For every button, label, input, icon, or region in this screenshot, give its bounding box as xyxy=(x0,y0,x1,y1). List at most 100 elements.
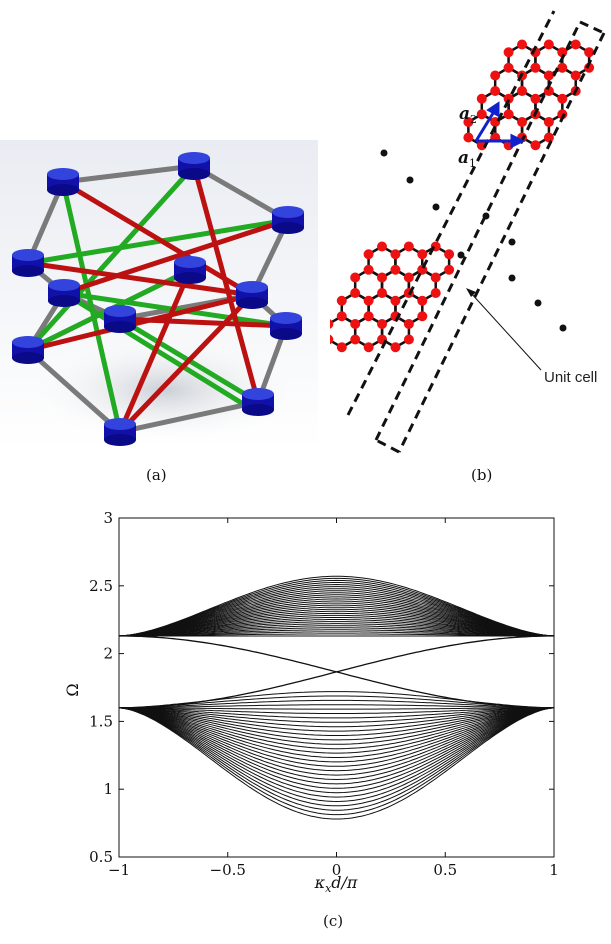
lattice-site xyxy=(350,272,361,283)
lattice-site xyxy=(490,70,501,81)
upper-band-line xyxy=(118,602,555,637)
lower-band-line xyxy=(118,707,555,789)
lattice-site xyxy=(517,117,528,127)
lattice-site xyxy=(543,117,554,127)
tick-labels: −1 −0.5 0 0.5 1 0.5 1 1.5 2 2.5 3 xyxy=(89,509,559,879)
lattice-site xyxy=(350,319,361,329)
upper-band-line xyxy=(118,592,555,637)
lattice-site xyxy=(476,93,487,104)
lattice-site xyxy=(503,93,514,104)
lattice-site xyxy=(363,342,374,353)
upper-band-line xyxy=(119,631,554,637)
lattice-site xyxy=(377,241,387,252)
upper-band-line xyxy=(118,594,555,637)
panel-a xyxy=(0,140,318,450)
upper-band-line xyxy=(119,629,554,637)
lattice-site xyxy=(350,334,361,345)
vector-a1-label: a1 xyxy=(458,148,476,170)
lattice-site xyxy=(557,62,568,73)
upper-band-line xyxy=(118,612,555,637)
y-tick-label: 2 xyxy=(103,645,113,663)
lattice-site xyxy=(543,39,554,50)
lattice-site xyxy=(363,295,374,306)
vector-a2-label: a2 xyxy=(459,104,477,126)
lattice-site xyxy=(350,288,361,298)
lattice-site xyxy=(377,319,388,329)
upper-band-line xyxy=(118,600,555,637)
lattice-site xyxy=(403,319,414,329)
lattice-site xyxy=(390,249,401,260)
lower-band-line xyxy=(118,707,555,745)
y-tick-label: 1.5 xyxy=(89,712,113,730)
panel-b: a2 a1 Unit cell xyxy=(323,0,611,460)
lattice-site xyxy=(430,288,441,298)
upper-band-line xyxy=(118,604,555,637)
lattice-site xyxy=(417,295,428,306)
upper-band-line xyxy=(118,579,555,637)
x-axis-label: κxd/π xyxy=(314,873,358,895)
tick-marks xyxy=(118,517,555,858)
lattice-site xyxy=(336,295,347,306)
lower-band-line xyxy=(118,707,555,728)
lower-band-line xyxy=(118,707,555,714)
lower-band-line xyxy=(118,707,555,798)
lattice-site xyxy=(517,86,528,96)
hex-cluster-lower xyxy=(323,241,455,353)
caption-a: (a) xyxy=(146,466,167,484)
lattice-site xyxy=(557,47,568,58)
lower-band-line xyxy=(118,707,555,719)
edge-mode-line xyxy=(119,635,554,709)
upper-band-line xyxy=(118,575,555,637)
lattice-site xyxy=(503,47,514,58)
lattice-site xyxy=(543,132,554,143)
lattice-site xyxy=(570,70,581,81)
x-tick-label: 1 xyxy=(549,861,559,879)
lattice-site xyxy=(390,295,401,306)
caption-b: (b) xyxy=(471,466,493,484)
lattice-site xyxy=(430,272,441,283)
lower-band-line xyxy=(118,707,555,723)
lower-band-line xyxy=(118,707,555,736)
lattice-site xyxy=(417,311,428,322)
upper-band-line xyxy=(118,627,555,637)
lattice-site xyxy=(490,86,501,96)
upper-band-line xyxy=(118,577,555,637)
lattice-site xyxy=(530,93,541,104)
lattice-site xyxy=(444,264,455,275)
unit-cell-label: Unit cell xyxy=(544,369,597,386)
lower-band-line xyxy=(119,707,554,710)
y-tick-label: 3 xyxy=(103,509,113,527)
lower-band-line xyxy=(118,707,555,785)
honeycomb-diagram: a2 a1 Unit cell xyxy=(323,10,606,454)
upper-band-line xyxy=(118,598,555,637)
lattice-dots xyxy=(380,149,567,332)
y-tick-label: 1 xyxy=(103,780,113,798)
cylinder-nodes xyxy=(12,152,304,446)
x-tick-label: −0.5 xyxy=(210,861,246,879)
band-structure-chart: −1 −0.5 0 0.5 1 0.5 1 1.5 2 2.5 3 Ω κxd/π xyxy=(63,509,559,895)
upper-band-line xyxy=(118,619,555,637)
annotation-arrow xyxy=(469,291,542,371)
upper-band-line xyxy=(119,633,554,637)
lower-band-line xyxy=(118,707,555,763)
upper-band-line xyxy=(118,586,555,637)
band-lines xyxy=(118,575,555,820)
lower-band-line xyxy=(118,707,555,750)
lower-band-line xyxy=(119,699,554,709)
lower-band-line xyxy=(118,707,555,767)
upper-band-line xyxy=(118,625,555,637)
y-tick-label: 0.5 xyxy=(89,848,113,866)
lattice-site xyxy=(417,249,428,260)
upper-band-line xyxy=(118,590,555,637)
lattice-site xyxy=(363,249,374,260)
lattice-site xyxy=(336,342,347,353)
lattice-3d-render xyxy=(0,140,318,450)
lattice-vectors xyxy=(474,101,526,149)
lower-band-line xyxy=(118,707,555,811)
lower-band-line xyxy=(118,707,555,741)
x-tick-label: −1 xyxy=(108,861,130,879)
lower-band-line xyxy=(119,695,554,709)
lattice-site xyxy=(530,140,541,151)
upper-band-line xyxy=(118,583,555,637)
lattice-site xyxy=(444,249,455,260)
